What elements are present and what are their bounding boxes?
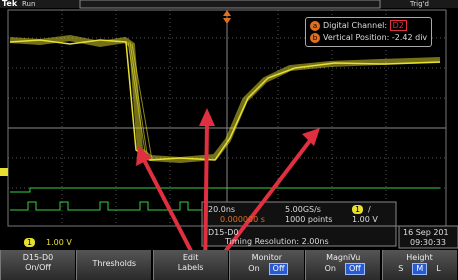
timing-resolution: Timing Resolution: 2.00ns [225, 237, 329, 246]
option[interactable]: L [433, 264, 443, 274]
trigger-status: Trig'd [410, 0, 429, 8]
button-label: Edit [154, 253, 228, 263]
options: On Off [306, 263, 380, 275]
button-label: Thresholds [77, 259, 151, 269]
badge: b [310, 33, 320, 43]
analog-waveform [10, 38, 440, 160]
time-per-div: 20.0ns [208, 205, 235, 214]
record-length: 1000 points [285, 215, 332, 224]
digital-group: D15-D0 [208, 228, 238, 237]
button-label: On/Off [1, 263, 75, 273]
value: -2.42 div [392, 33, 427, 42]
oscilloscope-screen: Tek Run Trig'd aDigital Channel: D2 bVer… [0, 0, 458, 280]
time: 09:30:33 [410, 238, 446, 247]
label: Vertical Position: [323, 33, 389, 42]
trigger-slope: / [368, 205, 371, 214]
label: Digital Channel: [323, 21, 387, 30]
trigger-channel: 1 [352, 205, 363, 214]
trigger-position: 0.000000 s [220, 215, 265, 224]
run-status: Run [22, 0, 35, 8]
value: D2 [390, 20, 407, 31]
option[interactable]: On [245, 264, 262, 274]
button-label: Labels [154, 263, 228, 273]
option[interactable]: Off [269, 263, 289, 275]
channel-1-marker [0, 168, 8, 176]
top-bar [0, 0, 458, 8]
trigger-level: 1.00 V [352, 215, 378, 224]
badge: a [310, 21, 320, 31]
button-title: Height [383, 253, 457, 263]
sample-rate: 5.00GS/s [285, 205, 321, 214]
date: 16 Sep 201 [403, 228, 449, 237]
channel-scale: 1.00 V [46, 238, 72, 247]
button-title: Monitor [230, 253, 304, 263]
option[interactable]: On [322, 264, 339, 274]
option[interactable]: Off [345, 263, 365, 275]
logo: Tek [2, 0, 17, 8]
menu-button[interactable]: Thresholds [76, 250, 151, 280]
option[interactable]: M [412, 263, 427, 275]
button-title: MagniVu [306, 253, 380, 263]
button-label: D15-D0 [1, 253, 75, 263]
channel-badge: 1 [24, 238, 35, 247]
options: On Off [230, 263, 304, 275]
option[interactable]: S [395, 264, 406, 274]
